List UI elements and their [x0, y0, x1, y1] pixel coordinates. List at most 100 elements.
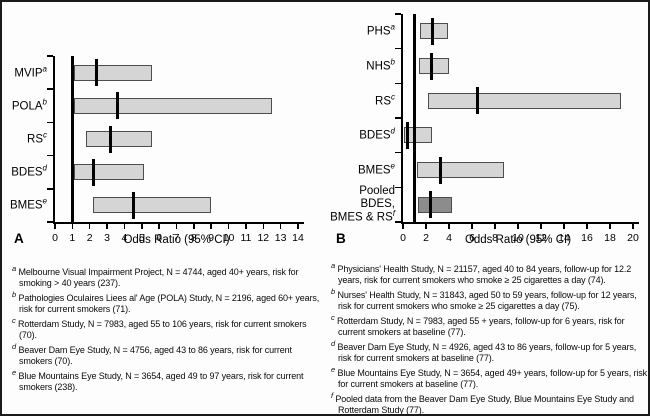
x-axis-tick	[425, 224, 427, 229]
ci-bar	[404, 127, 432, 144]
x-axis-tick	[175, 224, 178, 229]
x-axis-tick	[586, 224, 588, 229]
point-estimate-tick	[406, 121, 410, 149]
ci-bar	[74, 64, 153, 81]
footnote-e: e Blue Mountains Eye Study, N = 3654, ag…	[12, 368, 304, 392]
study-label: MVIPa	[14, 64, 47, 80]
y-axis-tick	[47, 221, 53, 223]
y-axis-tick	[395, 221, 401, 223]
x-axis-tick	[632, 224, 634, 229]
x-axis	[401, 222, 639, 224]
footnote-a: a Melbourne Visual Impairment Project, N…	[12, 264, 299, 288]
panel-a-plot: 0 1 2 3 4 5 6 7 8 9 10 11 12 13 14 MVIPa POLAb RSc BDESd BM…	[10, 55, 304, 244]
y-axis-tick	[47, 121, 53, 124]
x-axis-tick	[71, 224, 74, 229]
panel-a-letter: A	[14, 231, 24, 246]
x-axis-tick-label: 9	[208, 232, 215, 244]
x-axis-tick-label: 14	[292, 232, 304, 244]
panel-a-x-axis-title: Odds Ratio (95% CI)	[123, 234, 230, 246]
x-axis-tick	[245, 224, 247, 229]
y-axis-tick	[395, 151, 401, 154]
x-axis-tick	[609, 224, 611, 229]
x-axis-tick	[141, 224, 143, 229]
x-axis-tick-label: 8	[492, 232, 498, 244]
point-estimate-tick	[476, 87, 480, 115]
x-axis-tick-label: 3	[104, 232, 110, 244]
x-axis-tick	[262, 224, 265, 229]
y-axis-tick	[47, 154, 53, 157]
x-axis-tick	[517, 224, 519, 229]
x-axis-tick	[106, 224, 108, 229]
footnote-a: a Physicians' Health Study, N = 21157, a…	[331, 261, 632, 285]
x-axis-tick-label: 20	[627, 232, 639, 244]
study-label: RSc	[27, 130, 47, 146]
study-label: Pooled BDES, BMES & RSf	[330, 184, 395, 225]
point-estimate-tick	[95, 59, 99, 87]
x-axis-tick-label: 4	[121, 232, 128, 244]
ci-bar	[419, 58, 449, 74]
x-axis-tick-label: 6	[156, 232, 163, 244]
x-axis-tick	[88, 224, 91, 229]
x-axis-tick	[158, 224, 160, 229]
point-estimate-tick	[91, 158, 95, 186]
x-axis-tick-label: 13	[274, 232, 287, 244]
ci-bar	[86, 131, 153, 147]
x-axis-tick-label: 4	[446, 232, 452, 244]
x-axis-tick	[471, 224, 473, 229]
x-axis-tick	[193, 224, 195, 229]
y-axis	[401, 14, 403, 224]
x-axis-tick	[448, 224, 450, 229]
x-axis-tick-label: 2	[86, 232, 93, 244]
panel-b-x-axis-title: Odds Ratio (95% CI)	[464, 234, 572, 246]
x-axis-tick-label: 10	[222, 232, 235, 244]
x-axis-tick	[402, 224, 404, 229]
panel-b-footnotes: a Physicians' Health Study, N = 21157, a…	[331, 260, 647, 415]
x-axis-tick-label: 11	[240, 232, 252, 244]
x-axis-tick-label: 6	[469, 232, 475, 244]
point-estimate-tick	[429, 191, 433, 219]
point-estimate-tick	[439, 156, 443, 184]
x-axis-tick-label: 0	[52, 232, 58, 244]
x-axis	[53, 222, 304, 224]
footnote-c: c Rotterdam Study, N = 7983, aged 55 + y…	[331, 313, 625, 337]
x-axis-tick-label: 14	[558, 232, 570, 244]
ci-bar	[428, 92, 622, 109]
x-axis-tick-label: 2	[423, 232, 429, 244]
x-axis-tick	[494, 224, 496, 229]
ci-bar	[74, 164, 144, 181]
x-axis-tick	[297, 224, 299, 229]
x-axis-tick	[210, 224, 212, 229]
x-axis-tick-label: 0	[400, 232, 406, 244]
study-label: BDESd	[359, 126, 395, 142]
panel-b-letter: B	[336, 231, 346, 246]
x-axis-tick-label: 18	[604, 232, 616, 244]
y-axis-tick	[395, 82, 401, 85]
y-axis-tick	[395, 47, 401, 50]
y-axis-tick	[395, 186, 401, 189]
y-axis-tick	[47, 55, 53, 57]
panel-b-plot: 0 2 4 6 8 10 12 14 16 18 20 PHSa NHSb RSc BDESd BMESe Po…	[330, 13, 639, 244]
footnote-c: c Rotterdam Study, N = 7983, aged 55 to …	[12, 316, 307, 340]
ci-bar	[93, 197, 212, 214]
footnote-d: d Beaver Dam Eye Study, N = 4926, aged 4…	[331, 339, 637, 363]
study-label: POLAb	[11, 97, 47, 113]
x-axis-tick	[54, 224, 56, 229]
footnote-f: f Pooled data from the Beaver Dam Eye St…	[331, 391, 634, 415]
study-label: BDESd	[11, 163, 47, 179]
point-estimate-tick	[430, 52, 434, 80]
ci-bar	[417, 196, 453, 213]
x-axis-tick	[540, 224, 542, 229]
x-axis-tick-label: 7	[173, 232, 180, 244]
x-axis-tick	[563, 224, 565, 229]
x-axis-tick-label: 1	[69, 232, 76, 244]
y-axis	[53, 56, 55, 224]
x-axis-tick-label: 10	[512, 232, 524, 244]
point-estimate-tick	[115, 92, 119, 120]
x-axis-tick-label: 5	[138, 232, 145, 244]
study-label: BMESe	[9, 197, 47, 212]
footnote-b: b Nurses' Health Study, N = 31843, aged …	[331, 287, 637, 311]
study-label: BMESe	[357, 161, 395, 177]
x-axis-tick	[123, 224, 126, 229]
point-estimate-tick	[131, 191, 135, 219]
